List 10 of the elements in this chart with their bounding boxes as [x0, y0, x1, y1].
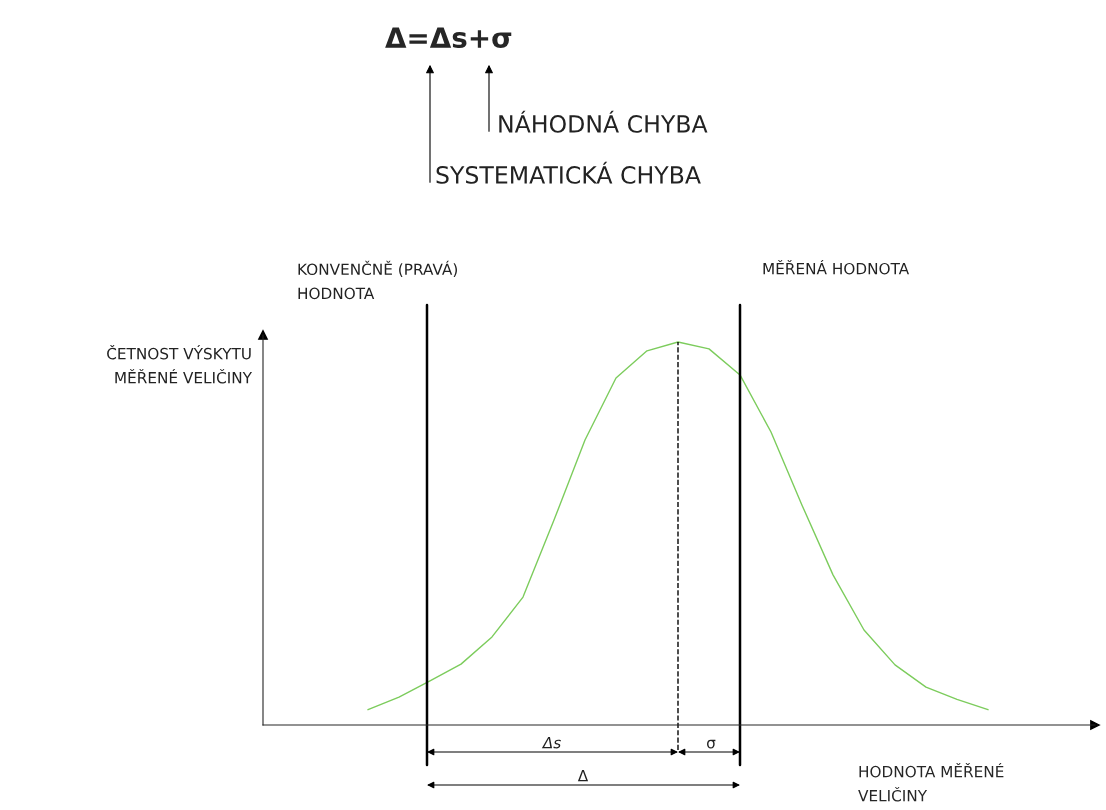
- chart-title: Δ=Δs+σ: [385, 27, 512, 49]
- text: SYSTEMATICKÁ CHYBA: [436, 161, 701, 184]
- text: NÁHODNÁ CHYBA: [499, 110, 708, 133]
- text: σ: [707, 739, 716, 749]
- text: MĚŘENÁ HODNOTA: [763, 260, 910, 275]
- text: Δ: [577, 770, 589, 782]
- x-axis-title: HODNOTA MĚŘENÉ VELIČINY: [858, 763, 1004, 802]
- text: Δs: [541, 737, 561, 749]
- text: KONVENČNĚ (PRAVÁ) HODNOTA: [298, 260, 457, 300]
- text: ČETNOST VÝSKYTU MĚŘENÉ VELIČINY: [107, 345, 253, 384]
